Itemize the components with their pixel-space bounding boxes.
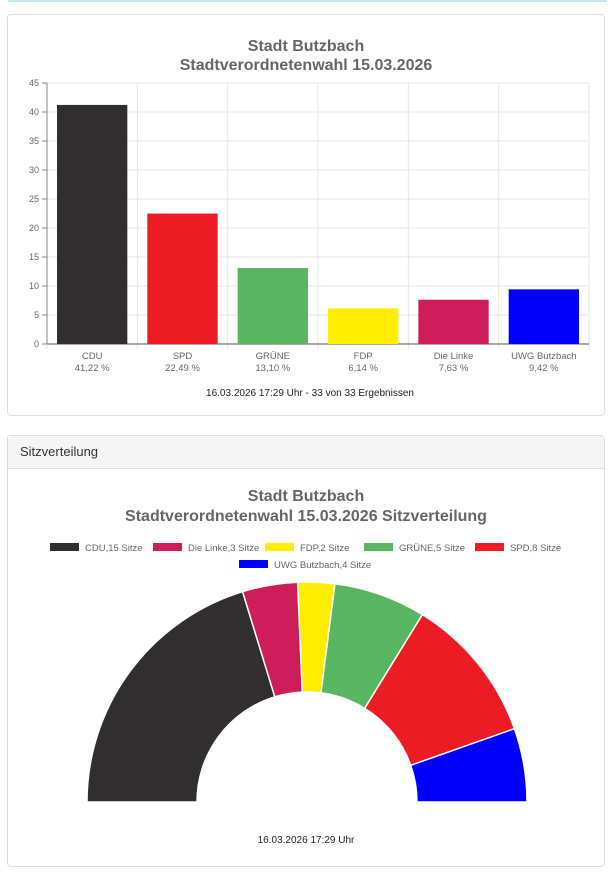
legend-label: GRÜNE,5 Sitze — [399, 543, 465, 554]
x-tick-label: Die Linke — [434, 351, 474, 362]
chart-title: Stadt Butzbach — [248, 488, 364, 505]
seat-chart: Stadt Butzbach Stadtverordnetenwahl 15.0… — [50, 488, 561, 846]
x-tick-sublabel: 41,22 % — [75, 363, 110, 374]
slice-cdu — [86, 590, 276, 803]
legend-label: FDP,2 Sitze — [300, 543, 349, 554]
x-tick-sublabel: 13,10 % — [255, 363, 290, 374]
x-tick-label: CDU — [82, 351, 103, 362]
y-tick-label: 10 — [29, 281, 39, 291]
slice-uwg-butzbach — [409, 727, 528, 803]
bar-die-linke — [418, 299, 489, 344]
x-tick-sublabel: 9,42 % — [529, 363, 559, 374]
legend-label: CDU,15 Sitze — [85, 543, 143, 554]
results-card: Stadt Butzbach Stadtverordnetenwahl 15.0… — [7, 14, 605, 416]
legend-label: SPD,8 Sitze — [510, 543, 561, 554]
legend-label: UWG Butzbach,4 Sitze — [274, 560, 371, 571]
x-tick-label: FDP — [354, 351, 373, 362]
bar-fdp — [328, 308, 399, 344]
card-header: Sitzverteilung — [8, 436, 604, 469]
y-tick-label: 45 — [29, 78, 39, 88]
y-tick-label: 20 — [29, 223, 39, 233]
x-tick-sublabel: 6,14 % — [348, 363, 378, 374]
y-tick-label: 0 — [34, 339, 39, 349]
x-tick-label: GRÜNE — [256, 351, 290, 362]
chart-footer: 16.03.2026 17:29 Uhr — [258, 835, 355, 846]
y-tick-label: 30 — [29, 165, 39, 175]
x-tick-label: UWG Butzbach — [511, 351, 576, 362]
top-divider — [8, 0, 607, 2]
chart-title: Stadt Butzbach — [248, 38, 364, 55]
legend-swatch — [50, 543, 79, 551]
bar-spd — [147, 213, 218, 344]
legend-label: Die Linke,3 Sitze — [188, 543, 259, 554]
bar-uwg-butzbach — [508, 289, 579, 344]
bar-grüne — [237, 268, 308, 344]
seat-distribution-card: Sitzverteilung Stadt Butzbach Stadtveror… — [7, 435, 605, 867]
y-tick-label: 15 — [29, 252, 39, 262]
bar-cdu — [57, 104, 128, 344]
legend-swatch — [475, 543, 504, 551]
legend-swatch — [239, 560, 268, 568]
y-tick-label: 35 — [29, 136, 39, 146]
y-tick-label: 5 — [34, 310, 39, 320]
chart-subtitle: Stadtverordnetenwahl 15.03.2026 — [180, 57, 433, 74]
y-tick-label: 40 — [29, 107, 39, 117]
y-tick-label: 25 — [29, 194, 39, 204]
legend-swatch — [364, 543, 393, 551]
x-tick-sublabel: 7,63 % — [439, 363, 469, 374]
legend-swatch — [265, 543, 294, 551]
chart-subtitle: Stadtverordnetenwahl 15.03.2026 Sitzvert… — [125, 508, 487, 525]
x-tick-label: SPD — [173, 351, 193, 362]
bar-chart: Stadt Butzbach Stadtverordnetenwahl 15.0… — [29, 38, 590, 399]
x-tick-sublabel: 22,49 % — [165, 363, 200, 374]
legend-swatch — [153, 543, 182, 551]
chart-footer: 16.03.2026 17:29 Uhr - 33 von 33 Ergebni… — [206, 388, 414, 399]
